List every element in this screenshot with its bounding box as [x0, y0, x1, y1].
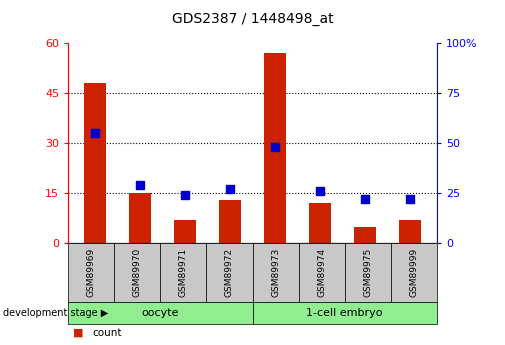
Bar — [354, 227, 376, 243]
Text: oocyte: oocyte — [141, 308, 179, 318]
Text: GSM89972: GSM89972 — [225, 248, 234, 297]
Bar — [309, 203, 331, 243]
Text: development stage ▶: development stage ▶ — [3, 308, 108, 318]
Bar — [398, 220, 421, 243]
Text: 1-cell embryo: 1-cell embryo — [307, 308, 383, 318]
Bar — [264, 53, 286, 243]
Text: GSM89969: GSM89969 — [87, 248, 96, 297]
Text: GSM89974: GSM89974 — [317, 248, 326, 297]
Text: count: count — [92, 328, 122, 338]
Point — [181, 193, 189, 198]
Point — [226, 186, 234, 192]
Bar — [174, 220, 196, 243]
Text: GSM89970: GSM89970 — [133, 248, 142, 297]
Text: ■: ■ — [73, 328, 84, 338]
Point — [136, 183, 144, 188]
Point — [406, 196, 414, 202]
Point — [316, 188, 324, 194]
Point — [271, 145, 279, 150]
Text: GSM89973: GSM89973 — [271, 248, 280, 297]
Point — [91, 130, 99, 136]
Bar — [129, 193, 152, 243]
Text: GSM89999: GSM89999 — [409, 248, 418, 297]
Text: GSM89975: GSM89975 — [363, 248, 372, 297]
Text: GSM89971: GSM89971 — [179, 248, 188, 297]
Point — [361, 196, 369, 202]
Text: GDS2387 / 1448498_at: GDS2387 / 1448498_at — [172, 12, 333, 26]
Bar — [219, 200, 241, 243]
Bar — [84, 83, 107, 243]
